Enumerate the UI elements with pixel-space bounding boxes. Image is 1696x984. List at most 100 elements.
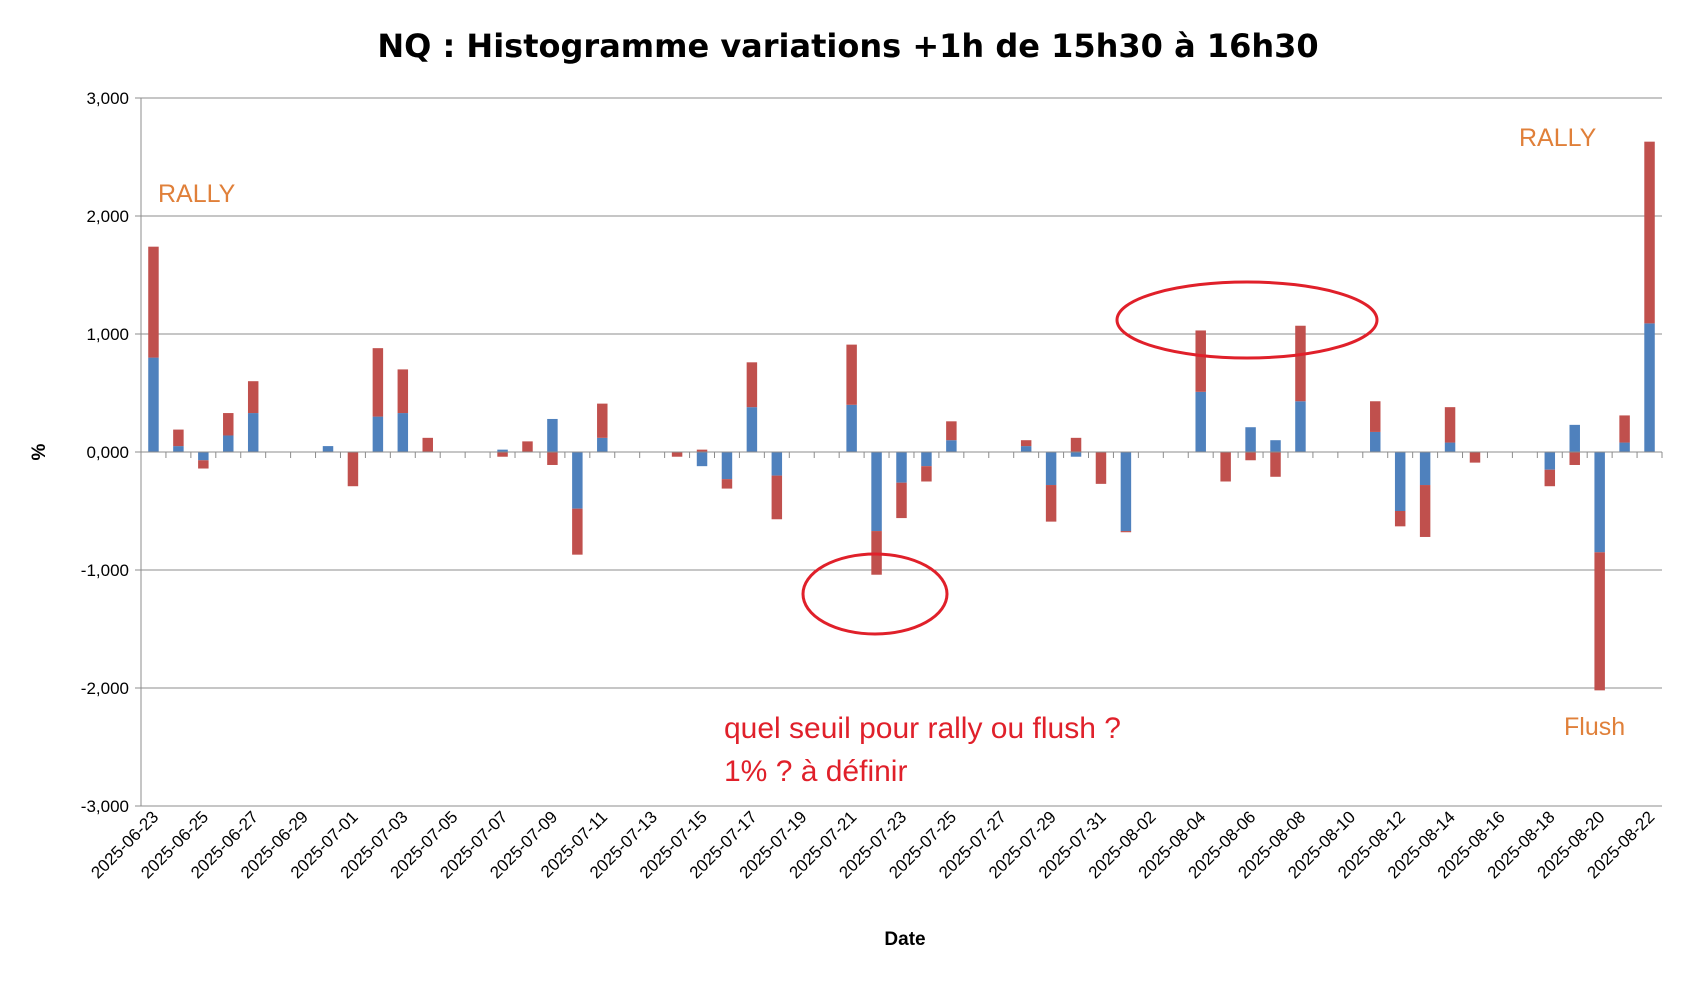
annotation-question-line1: quel seuil pour rally ou flush ? <box>724 712 1121 745</box>
y-tick-label: 3,000 <box>86 89 129 108</box>
bar-series0 <box>1370 431 1381 452</box>
bar-series0 <box>397 413 409 452</box>
bar-series1 <box>746 362 758 408</box>
bar-series0 <box>1195 391 1206 452</box>
bar-series1 <box>1195 330 1206 392</box>
highlight-ellipse-top <box>1115 280 1379 360</box>
y-tick-label: -2,000 <box>81 679 129 698</box>
bar-series1 <box>497 452 508 457</box>
bar-series1 <box>422 437 433 452</box>
bar-series0 <box>1070 452 1082 457</box>
bar-series1 <box>1569 452 1580 465</box>
bar-series1 <box>1644 141 1655 324</box>
bar-series1 <box>1444 407 1456 443</box>
bar-series0 <box>946 440 957 452</box>
bar-series1 <box>1020 440 1032 447</box>
bar-series0 <box>1120 452 1132 532</box>
bar-series0 <box>1544 452 1556 470</box>
bar-series0 <box>547 418 558 452</box>
y-tick-label: -1,000 <box>81 561 129 580</box>
bar-series0 <box>572 452 583 509</box>
bar-series1 <box>921 466 932 482</box>
bar-series0 <box>1569 424 1580 452</box>
bar-series0 <box>497 449 508 452</box>
highlight-ellipse-bottom <box>801 552 949 636</box>
bar-series0 <box>1245 427 1256 452</box>
bar-series1 <box>372 348 384 417</box>
y-axis-ticks: 3,000 2,000 1,000 0,000 -1,000 -2,000 -3,000 <box>81 89 141 816</box>
bar-series1 <box>1245 452 1256 461</box>
bar-series0 <box>746 407 758 452</box>
bar-series1 <box>1419 485 1431 537</box>
bar-series0 <box>1594 452 1605 553</box>
bar-series1 <box>148 246 159 358</box>
bar-series0 <box>1419 452 1431 486</box>
bar-series0 <box>871 452 882 532</box>
bar-series1 <box>1270 452 1281 477</box>
bar-series1 <box>771 475 783 520</box>
bar-series0 <box>696 452 708 467</box>
bar-series0 <box>1045 452 1057 486</box>
bar-series1 <box>1070 437 1082 452</box>
bar-series0 <box>322 446 334 452</box>
bar-series0 <box>1270 440 1281 452</box>
bar-series0 <box>173 446 184 452</box>
bar-series0 <box>721 452 733 480</box>
bar-series0 <box>198 452 209 461</box>
annotation-flush: Flush <box>1564 713 1625 741</box>
y-tick-label: 2,000 <box>86 207 129 226</box>
y-axis-label: % <box>29 443 50 460</box>
bar-series1 <box>721 479 733 489</box>
y-tick-label: -3,000 <box>81 797 129 816</box>
bar-series1 <box>1220 452 1231 482</box>
bar-series1 <box>846 344 857 405</box>
bar-series1 <box>397 369 409 414</box>
bar-series1 <box>247 381 259 414</box>
bar-series0 <box>1394 452 1406 511</box>
bar-series0 <box>771 452 783 476</box>
bar-series0 <box>148 357 159 452</box>
bar-series0 <box>921 452 932 467</box>
bar-series0 <box>247 413 259 452</box>
bar-series1 <box>696 449 708 452</box>
bar-series1 <box>1295 325 1306 402</box>
bar-series1 <box>547 452 558 465</box>
bar-series0 <box>1020 446 1032 452</box>
bar-series1 <box>572 508 583 555</box>
bar-series1 <box>597 403 608 438</box>
bars <box>148 141 1655 691</box>
bar-series0 <box>1444 442 1456 452</box>
bar-series1 <box>522 441 533 452</box>
bar-series1 <box>347 452 359 487</box>
bar-series1 <box>1594 552 1605 691</box>
bar-series1 <box>198 460 209 469</box>
bar-series1 <box>896 482 907 519</box>
bar-series1 <box>173 429 184 447</box>
bar-series0 <box>846 404 857 452</box>
bar-series1 <box>1095 452 1107 484</box>
bar-series1 <box>223 413 234 436</box>
bar-series1 <box>1120 531 1132 533</box>
x-axis-label: Date <box>884 929 925 950</box>
bar-series0 <box>1644 323 1655 452</box>
annotation-rally-left: RALLY <box>158 180 236 208</box>
y-tick-label: 1,000 <box>86 325 129 344</box>
bar-series1 <box>1544 469 1556 487</box>
bar-series0 <box>223 435 234 452</box>
bar-series1 <box>1045 485 1057 522</box>
annotation-rally-right: RALLY <box>1519 124 1597 152</box>
bar-series1 <box>1469 452 1481 463</box>
bar-series0 <box>597 437 608 452</box>
bar-series0 <box>372 416 384 452</box>
bar-series1 <box>1394 511 1406 527</box>
bar-series0 <box>896 452 907 483</box>
bar-series1 <box>946 421 957 441</box>
y-tick-label: 0,000 <box>86 443 129 462</box>
annotation-question-line2: 1% ? à définir <box>724 755 907 788</box>
bar-series0 <box>1619 442 1630 452</box>
bar-series1 <box>671 452 683 457</box>
chart-title: NQ : Histogramme variations +1h de 15h30… <box>377 27 1318 65</box>
bar-series1 <box>1370 401 1381 432</box>
